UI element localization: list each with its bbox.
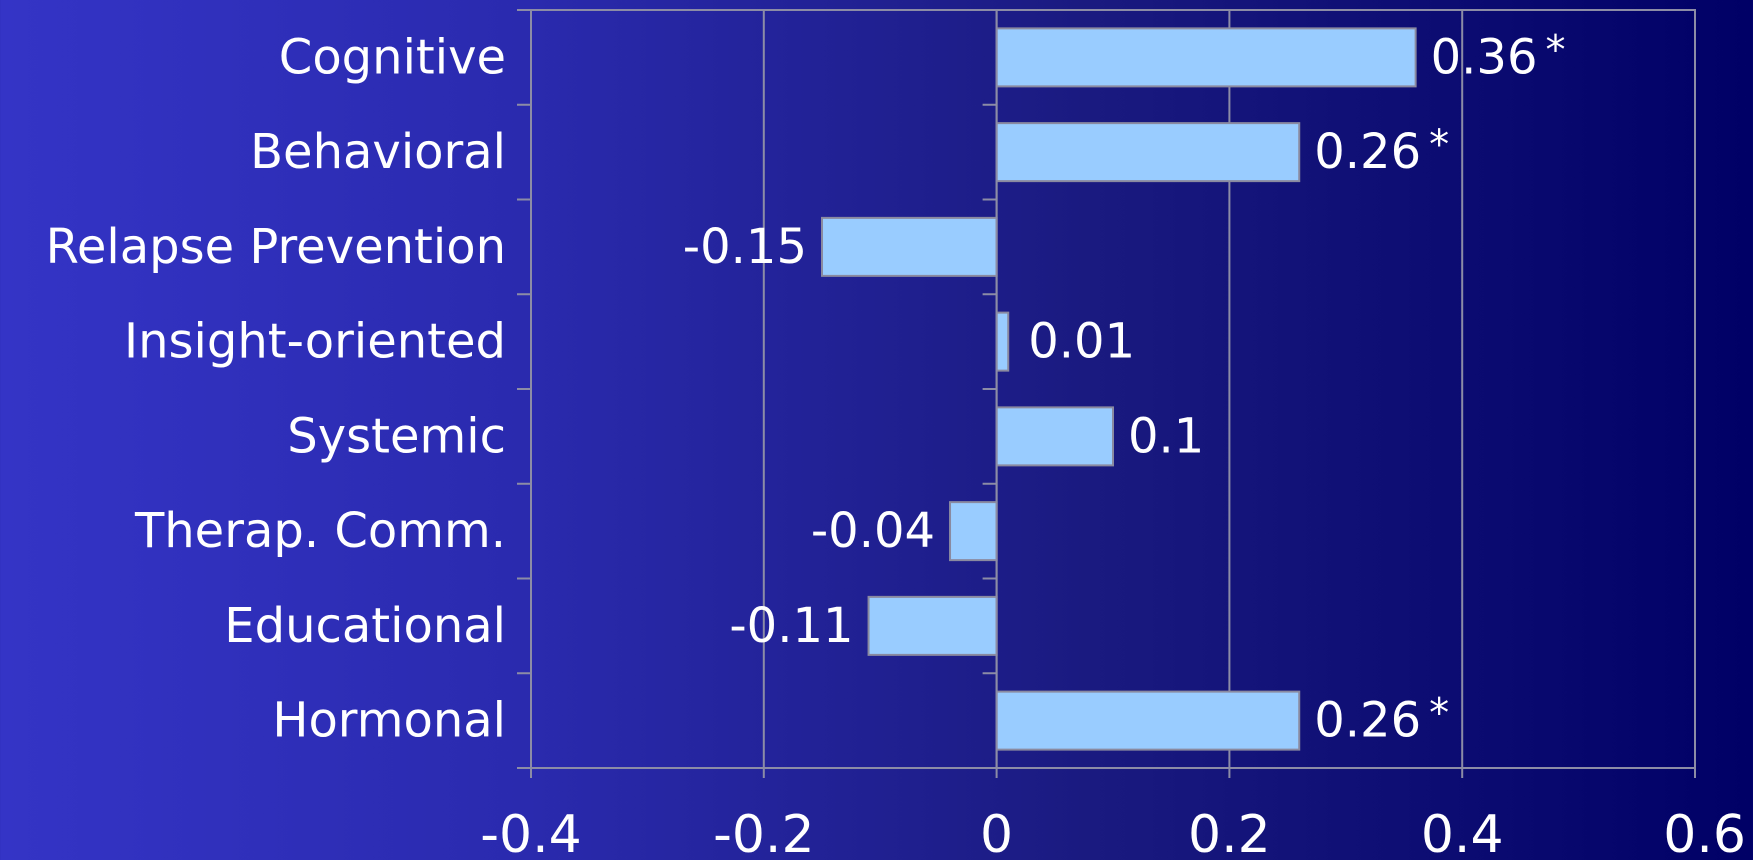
value-label-1: 0.26 * — [1314, 122, 1449, 180]
x-tick-label-5: 0.6 — [1663, 805, 1746, 856]
significance-marker-0: * — [1546, 27, 1566, 73]
category-label-7: Hormonal — [272, 693, 506, 749]
value-label-7: 0.26 * — [1314, 691, 1449, 749]
value-label-3: 0.01 — [1028, 314, 1135, 370]
x-tick-label-3: 0.2 — [1188, 805, 1271, 856]
category-labels: Cognitive Behavioral Relapse Prevention Ins… — [46, 29, 506, 748]
x-tick-label-4: 0.4 — [1421, 805, 1504, 856]
value-label-0: 0.36 * — [1431, 27, 1566, 85]
bars — [821, 27, 1417, 751]
x-tick-label-0: -0.4 — [480, 805, 581, 856]
x-tick-label-2: 0 — [980, 805, 1013, 856]
category-label-2: Relapse Prevention — [46, 219, 506, 275]
value-labels: 0.36 * 0.26 * -0.15 0.01 0.1 -0.04 -0.11 0.26 * — [683, 27, 1566, 748]
value-label-2: -0.15 — [683, 219, 807, 275]
category-label-6: Educational — [224, 598, 506, 654]
bar-educational — [867, 595, 998, 656]
value-label-6: -0.11 — [729, 598, 853, 654]
plot-frame — [517, 9, 1696, 778]
bar-hormonal — [995, 690, 1301, 751]
category-label-5: Therap. Comm. — [134, 503, 506, 559]
bar-relapse-prevention — [821, 216, 998, 277]
bar-therap-comm — [949, 501, 998, 562]
category-label-0: Cognitive — [279, 29, 506, 85]
significance-marker-7: * — [1429, 691, 1449, 737]
value-label-5: -0.04 — [811, 503, 935, 559]
category-label-3: Insight-oriented — [124, 314, 506, 370]
value-label-4: 0.1 — [1128, 408, 1204, 464]
x-tick-label-1: -0.2 — [713, 805, 814, 856]
bar-behavioral — [995, 122, 1301, 183]
bar-systemic — [995, 406, 1114, 467]
significance-marker-1: * — [1429, 122, 1449, 168]
category-label-4: Systemic — [287, 408, 506, 464]
bar-cognitive — [995, 27, 1417, 88]
x-tick-labels: -0.4 -0.2 0 0.2 0.4 0.6 — [480, 805, 1746, 860]
bar-insight-oriented — [995, 311, 1010, 372]
category-label-1: Behavioral — [250, 124, 506, 180]
